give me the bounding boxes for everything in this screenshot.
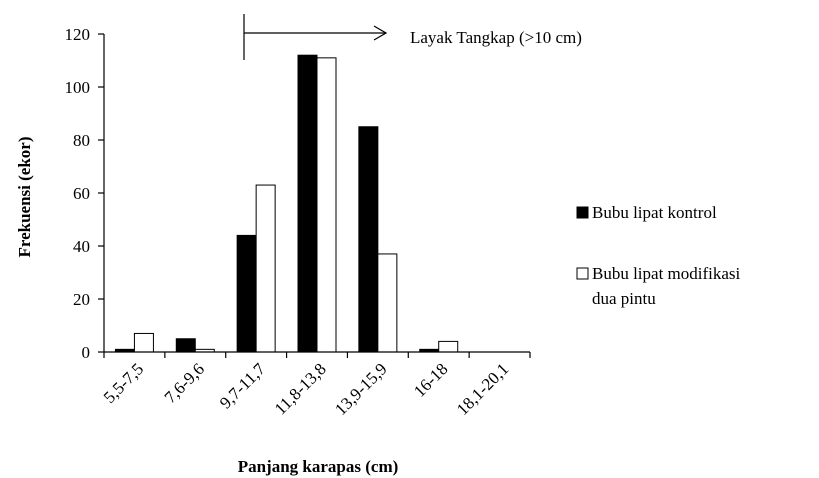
bar-kontrol-2 xyxy=(236,234,257,353)
bar-modifikasi-0 xyxy=(133,332,154,353)
y-tick-label-5: 100 xyxy=(65,78,91,97)
legend-label-kontrol: Bubu lipat kontrol xyxy=(592,203,717,222)
y-tick-label-4: 80 xyxy=(73,131,90,150)
legend-swatch-modifikasi xyxy=(576,267,589,280)
legend-swatch-kontrol xyxy=(576,206,589,219)
annotation-label: Layak Tangkap (>10 cm) xyxy=(410,28,582,47)
bar-modifikasi-2 xyxy=(255,184,276,353)
y-axis-title: Frekuensi (ekor) xyxy=(15,136,34,257)
x-tick-label-5: 16-18 xyxy=(410,359,451,400)
legend-label-modifikasi: Bubu lipat modifikasi dua pintu xyxy=(592,264,745,308)
x-tick-label-0: 5,5-7,5 xyxy=(100,359,147,406)
legend: Bubu lipat kontrol Bubu lipat modifikasi… xyxy=(576,203,745,308)
x-tick-label-4: 13,9-15,9 xyxy=(331,359,391,419)
legend-label-modifikasi-line2: dua pintu xyxy=(592,289,656,308)
x-tick-label-1: 7,6-9,6 xyxy=(161,359,208,406)
y-tick-label-1: 20 xyxy=(73,290,90,309)
y-tick-label-0: 0 xyxy=(82,343,91,362)
y-tick-label-2: 40 xyxy=(73,237,90,256)
x-tick-label-2: 9,7-11,7 xyxy=(216,359,269,412)
x-axis-title: Panjang karapas (cm) xyxy=(238,457,399,476)
bar-kontrol-3 xyxy=(297,54,318,353)
bars-layer xyxy=(114,54,459,353)
x-tick-label-3: 11,8-13,8 xyxy=(271,359,330,418)
bar-kontrol-1 xyxy=(175,338,196,353)
bar-kontrol-4 xyxy=(358,126,379,353)
annotation-arrow-head xyxy=(373,25,388,41)
bar-modifikasi-5 xyxy=(438,340,459,353)
legend-label-modifikasi-line1: Bubu lipat modifikasi xyxy=(592,264,741,283)
x-ticks: 5,5-7,5 7,6-9,6 9,7-11,7 11,8-13,8 13,9-15,9… xyxy=(100,352,531,419)
bar-modifikasi-4 xyxy=(377,253,398,353)
bar-modifikasi-3 xyxy=(316,57,337,353)
x-tick-label-6: 18,1-20,1 xyxy=(453,359,513,419)
annotation: Layak Tangkap (>10 cm) xyxy=(243,14,582,60)
y-tick-label-6: 120 xyxy=(65,25,91,44)
y-tick-label-3: 60 xyxy=(73,184,90,203)
y-ticks: 0 20 40 60 80 100 120 xyxy=(65,25,104,362)
